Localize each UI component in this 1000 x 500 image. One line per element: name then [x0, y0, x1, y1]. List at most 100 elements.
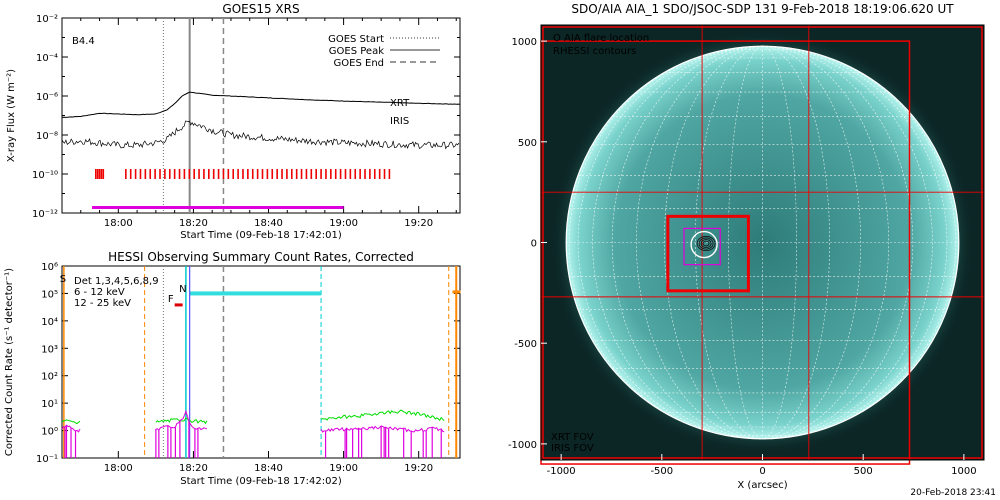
- hessi-12-25-series: [61, 419, 81, 425]
- legend-label: Det 1,3,4,5,6,8,9: [74, 276, 159, 287]
- x-axis-label: Start Time (09-Feb-18 17:42:02): [180, 476, 342, 487]
- footer-timestamp: 20-Feb-2018 23:41: [910, 488, 996, 498]
- legend-label: O AIA flare location: [553, 33, 649, 44]
- hessi-6-12-series: [61, 424, 81, 433]
- goes-long-series: [61, 91, 461, 118]
- flag-letter: F: [168, 294, 174, 305]
- longitude-line: [636, 45, 763, 440]
- y-tick-label: 10⁻⁸: [36, 131, 58, 142]
- chart-title: SDO/AIA AIA_1 SDO/JSOC-SDP 131 9-Feb-201…: [571, 2, 954, 16]
- flare-location-circle: [690, 230, 718, 259]
- legend-label: 6 - 12 keV: [74, 287, 125, 298]
- legend-label: XRT FOV: [551, 432, 594, 443]
- y-tick-label: 0: [531, 239, 537, 250]
- x-tick-label: 19:00: [329, 218, 358, 229]
- chart-title: GOES15 XRS: [222, 2, 299, 16]
- y-tick-label: 10⁰: [41, 427, 58, 438]
- x-tick-label: 18:00: [104, 218, 133, 229]
- y-axis-label: Corrected Count Rate (s⁻¹ detector⁻¹): [4, 268, 15, 456]
- x-tick-label: -500: [650, 466, 673, 477]
- y-tick-label: 10⁻¹⁰: [32, 170, 58, 181]
- iris-coverage-bar: [92, 206, 344, 209]
- y-tick-label: -500: [514, 339, 537, 350]
- chart-title: HESSI Observing Summary Count Rates, Cor…: [108, 250, 414, 264]
- longitude-line: [569, 45, 763, 440]
- y-tick-label: 500: [518, 138, 537, 149]
- attenuator-bar: [189, 291, 322, 296]
- longitude-line: [762, 45, 861, 440]
- longitude-line: [762, 45, 947, 440]
- hessi-6-12-series: [155, 409, 208, 431]
- rhessi-contour: [702, 240, 710, 247]
- x-tick-label: 500: [854, 466, 873, 477]
- longitude-line: [728, 45, 763, 440]
- legend-label: GOES Start: [328, 34, 384, 45]
- xrt-fov-small: [666, 214, 750, 293]
- x-tick-label: 18:00: [104, 463, 133, 474]
- legend-label: IRIS FOV: [551, 443, 594, 454]
- heliographic-grid: [566, 45, 959, 440]
- instrument-label: IRIS: [390, 116, 409, 127]
- flag-letter: N: [179, 284, 186, 295]
- hessi-6-12-series: [320, 425, 445, 433]
- instrument-label: XRT: [390, 98, 410, 109]
- x-tick-label: 19:00: [329, 463, 358, 474]
- x-tick-label: 18:20: [179, 218, 208, 229]
- y-tick-label: 10²: [41, 372, 58, 383]
- longitude-line: [762, 45, 913, 440]
- x-tick-label: 18:40: [254, 218, 283, 229]
- x-axis-label: Start Time (09-Feb-18 17:42:01): [180, 230, 342, 241]
- longitude-line: [578, 45, 763, 440]
- longitude-line: [762, 45, 830, 440]
- y-tick-label: 10³: [41, 344, 58, 355]
- x-tick-label: 19:20: [404, 463, 433, 474]
- longitude-line: [762, 45, 797, 440]
- rhessi-contour: [698, 237, 714, 250]
- y-tick-label: 10⁻²: [36, 14, 58, 25]
- y-axis-label: X-ray Flux (W m⁻²): [6, 69, 17, 162]
- y-tick-label: 10¹: [41, 399, 58, 410]
- legend-label: 12 - 25 keV: [74, 298, 131, 309]
- longitude-line: [592, 45, 763, 440]
- rhessi-contour: [696, 235, 716, 252]
- goes-panel: GOES15 XRS 10⁻¹² 10⁻¹⁰ 10⁻⁸ 10⁻⁶ 10⁻⁴ 10⁻² 18:0…: [6, 2, 461, 241]
- saa-flag-bar: [452, 290, 461, 294]
- plot-frame: [61, 265, 461, 459]
- goes-short-series: [61, 120, 460, 150]
- iris-fov-box: [683, 227, 721, 266]
- longitude-line: [664, 45, 763, 440]
- flare-class-annotation: B4.4: [72, 36, 95, 47]
- x-tick-label: 0: [759, 466, 765, 477]
- y-tick-label: 10⁶: [41, 262, 58, 273]
- legend-label: RHESSI contours: [553, 46, 636, 57]
- longitude-line: [762, 45, 956, 440]
- x-tick-label: 19:20: [404, 218, 433, 229]
- aia-panel: SDO/AIA AIA_1 SDO/JSOC-SDP 131 9-Feb-201…: [508, 2, 985, 491]
- hessi-panel: HESSI Observing Summary Count Rates, Cor…: [4, 250, 461, 487]
- y-tick-label: -1000: [508, 440, 537, 451]
- y-tick-label: 1000: [512, 37, 537, 48]
- y-tick-label: 10⁻⁴: [36, 53, 58, 64]
- x-tick-label: -1000: [547, 466, 576, 477]
- longitude-line: [762, 45, 889, 440]
- x-tick-label: 18:40: [254, 463, 283, 474]
- flag-letter: S: [60, 274, 66, 285]
- x-tick-label: 1000: [951, 466, 976, 477]
- limb-outline: [565, 45, 960, 440]
- rhessi-contour: [700, 239, 712, 248]
- y-tick-label: 10⁻⁶: [36, 92, 58, 103]
- legend-label: GOES Peak: [329, 46, 384, 57]
- longitude-line: [695, 45, 763, 440]
- hessi-12-25-series: [155, 417, 208, 425]
- x-tick-label: 18:20: [179, 463, 208, 474]
- y-tick-label: 10⁻¹: [36, 454, 58, 465]
- y-tick-label: 10⁴: [41, 317, 58, 328]
- longitude-line: [762, 45, 933, 440]
- y-tick-label: 10⁻¹²: [32, 209, 58, 220]
- longitude-line: [612, 45, 763, 440]
- hessi-12-25-series: [320, 409, 445, 422]
- y-tick-label: 10⁵: [41, 289, 58, 300]
- flare-flag-bar: [174, 303, 183, 307]
- x-axis-label: X (arcsec): [737, 480, 787, 491]
- legend-label: GOES End: [334, 58, 384, 69]
